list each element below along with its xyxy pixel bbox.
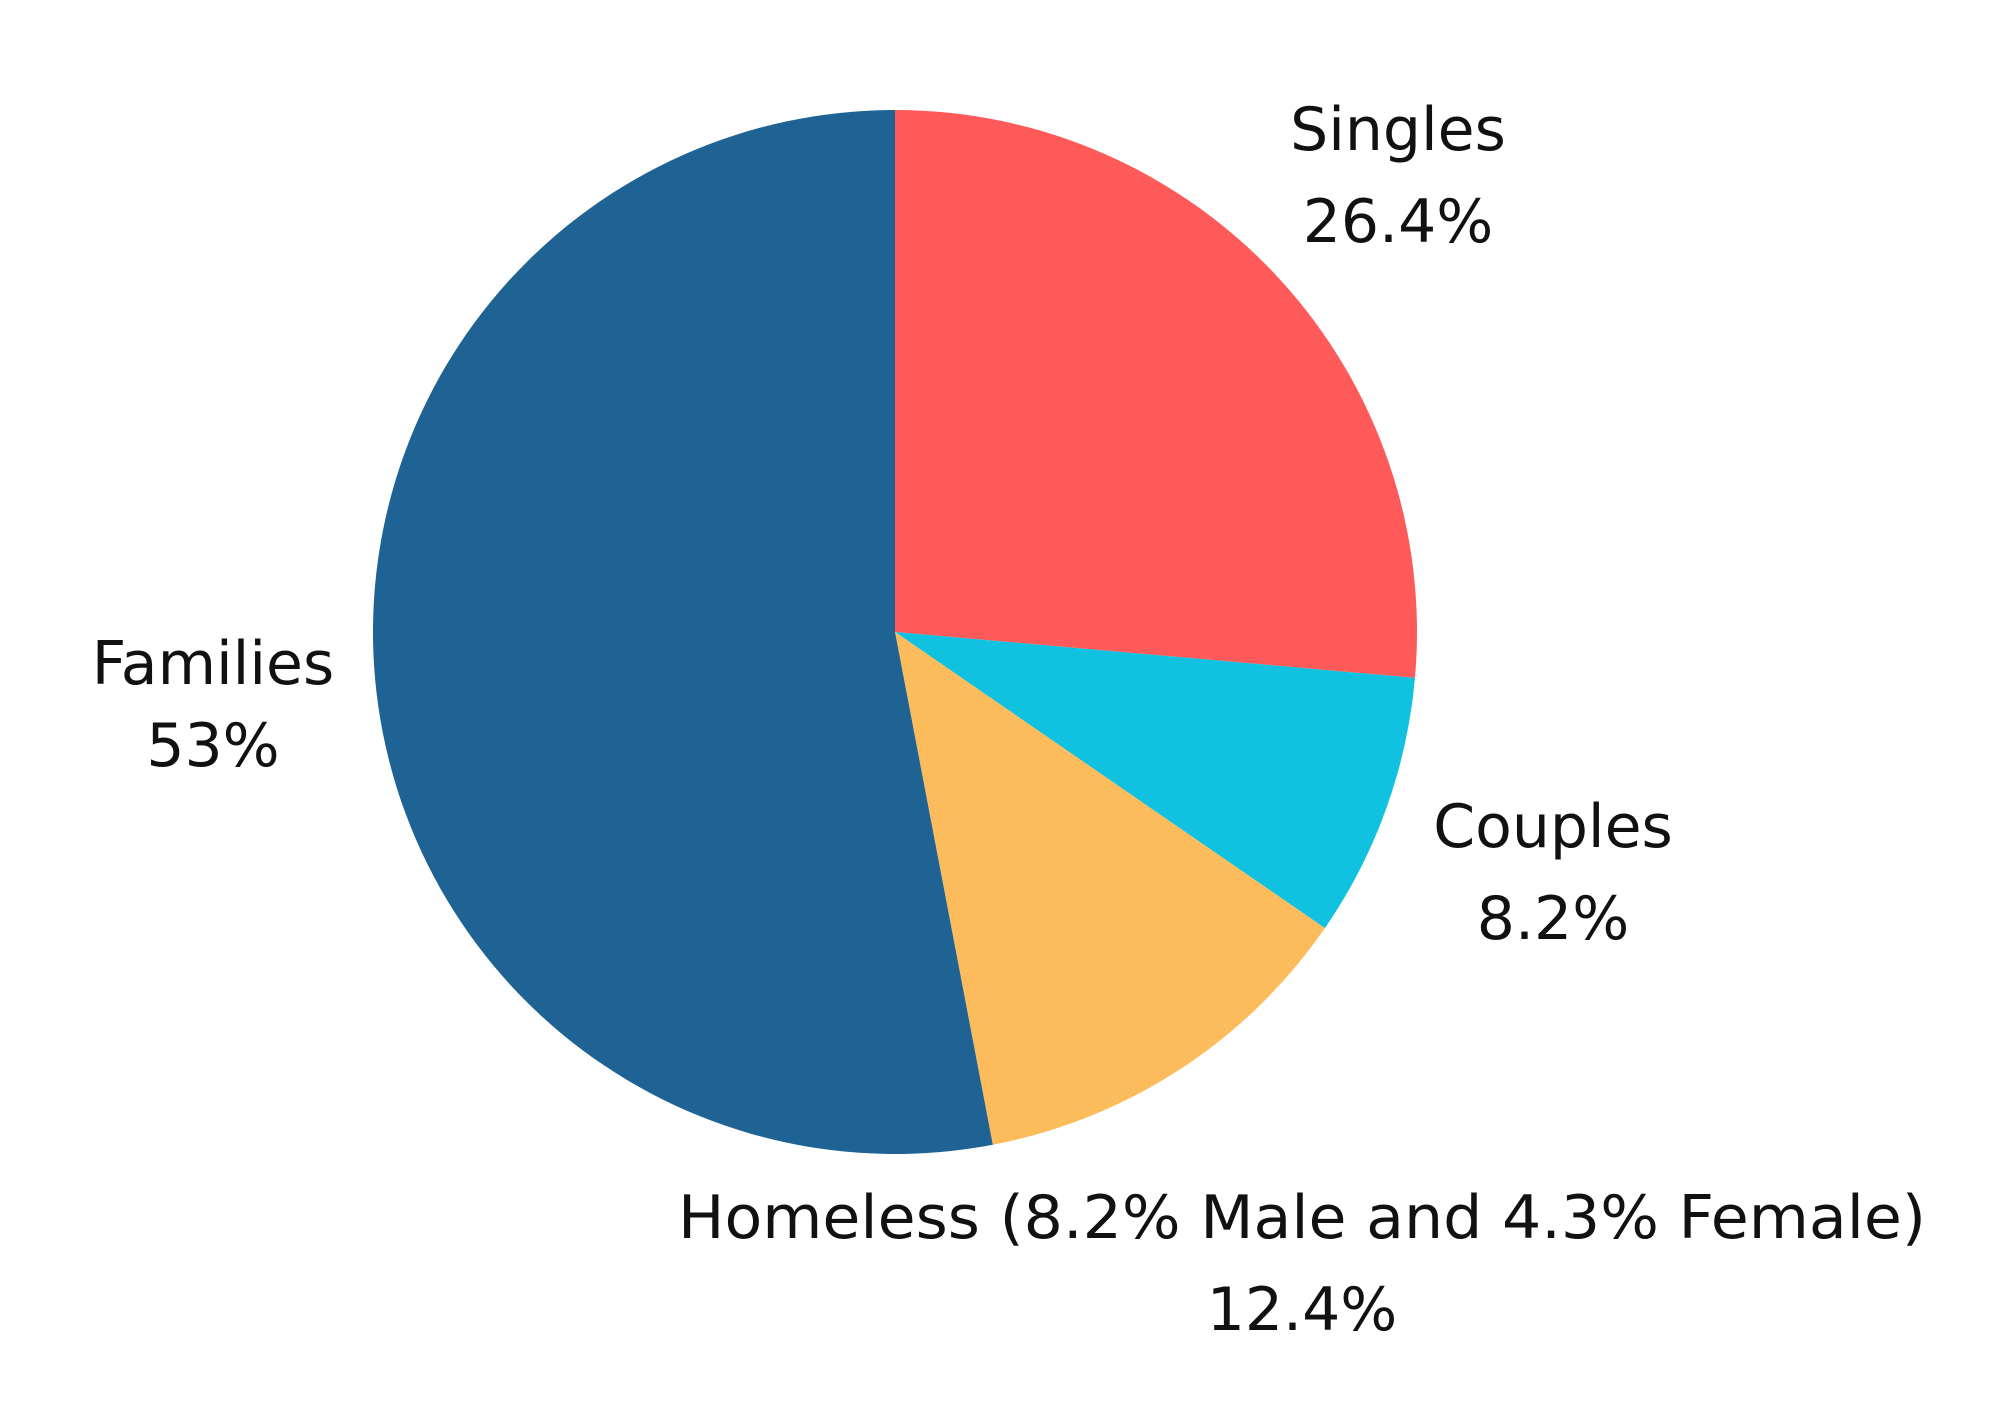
pie-slice-families [372, 110, 993, 1154]
pie-slice-singles [895, 110, 1417, 678]
slice-value-homeless: 12.4% [1207, 1275, 1398, 1345]
slice-label-homeless: Homeless (8.2% Male and 4.3% Female) [678, 1183, 1926, 1253]
pie-labels: Singles 26.4% Couples 8.2% Homeless (8.2… [92, 95, 1926, 1345]
slice-value-singles: 26.4% [1303, 187, 1494, 257]
pie-slice-homeless [895, 632, 1325, 1145]
slice-value-families: 53% [146, 711, 279, 781]
slice-label-families: Families [92, 629, 334, 699]
slice-label-singles: Singles [1290, 95, 1506, 165]
pie-slices [372, 110, 1417, 1154]
slice-label-couples: Couples [1433, 792, 1673, 862]
pie-slice-couples [895, 632, 1415, 929]
slice-value-couples: 8.2% [1477, 884, 1629, 954]
